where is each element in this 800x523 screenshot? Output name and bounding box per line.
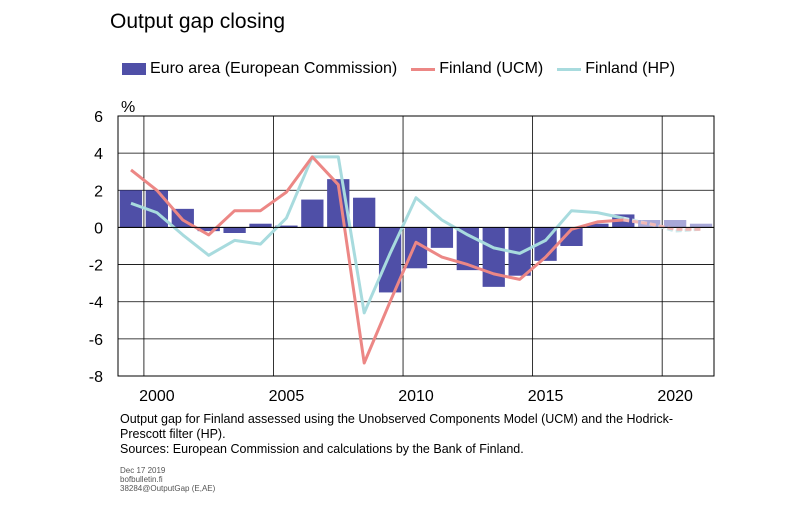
bar-euro-area: [689, 223, 713, 228]
bar-euro-area: [119, 190, 143, 228]
legend-item-ucm: Finland (UCM): [411, 60, 543, 78]
y-tick-label: -4: [89, 295, 103, 312]
sources-note: Sources: European Commission and calcula…: [120, 442, 524, 456]
bar-euro-area: [663, 220, 687, 228]
bar-euro-area: [508, 227, 531, 276]
legend-label-ucm: Finland (UCM): [439, 60, 544, 77]
meta-info: Dec 17 2019 bofbulletin.fi 38284@OutputG…: [120, 466, 215, 493]
bar-euro-area: [301, 199, 324, 228]
bar-euro-area: [223, 227, 246, 233]
legend-label-euro: Euro area (European Commission): [150, 60, 398, 77]
x-tick-label: 2015: [528, 388, 564, 405]
y-tick-label: -8: [89, 369, 103, 386]
legend-item-hp: Finland (HP): [557, 60, 675, 78]
plot-frame: [117, 115, 715, 377]
legend-swatch-hp: [557, 67, 582, 71]
x-tick-label: 2020: [657, 388, 693, 405]
x-tick-label: 2000: [139, 388, 175, 405]
bar-euro-area: [586, 223, 609, 228]
y-tick-label: -6: [89, 332, 103, 349]
legend-swatch-euro: [122, 63, 146, 75]
meta-date: Dec 17 2019: [120, 466, 166, 475]
bar-euro-area: [560, 227, 583, 246]
chart-title: Output gap closing: [110, 10, 286, 33]
bar-euro-area: [353, 197, 376, 228]
bar-euro-area: [482, 227, 505, 287]
legend: Euro area (European Commission) Finland …: [122, 60, 689, 78]
bar-euro-area: [638, 220, 661, 228]
y-axis-unit: %: [121, 99, 135, 116]
meta-code: 38284@OutputGap (E,AE): [120, 484, 216, 493]
footnote-line-2: Prescott filter (HP).: [120, 427, 226, 441]
bar-euro-area: [197, 227, 220, 232]
y-tick-label: 0: [94, 220, 103, 237]
footnote: Output gap for Finland assessed using th…: [120, 412, 740, 457]
bar-euro-area: [430, 227, 454, 248]
meta-site: bofbulletin.fi: [120, 475, 163, 484]
legend-swatch-ucm: [411, 67, 436, 71]
x-tick-label: 2005: [269, 388, 305, 405]
footnote-line-1: Output gap for Finland assessed using th…: [120, 412, 674, 426]
y-tick-label: 6: [94, 109, 103, 126]
bar-euro-area: [275, 225, 298, 228]
x-tick-label: 2010: [398, 388, 434, 405]
legend-label-hp: Finland (HP): [585, 60, 676, 77]
line-finland-ucm-forecast: [623, 218, 701, 231]
y-tick-label: -2: [89, 258, 103, 275]
y-tick-label: 4: [94, 146, 103, 163]
line-finland-hp: [130, 155, 624, 315]
bar-euro-area: [249, 223, 272, 228]
chart-plot: 6 4 2 0 -2 -4 -6 -8 2000 2005 2010 2015 2020%: [89, 99, 715, 405]
y-tick-label: 2: [94, 183, 103, 200]
legend-item-euro: Euro area (European Commission): [122, 60, 397, 78]
line-finland-ucm: [130, 155, 624, 365]
